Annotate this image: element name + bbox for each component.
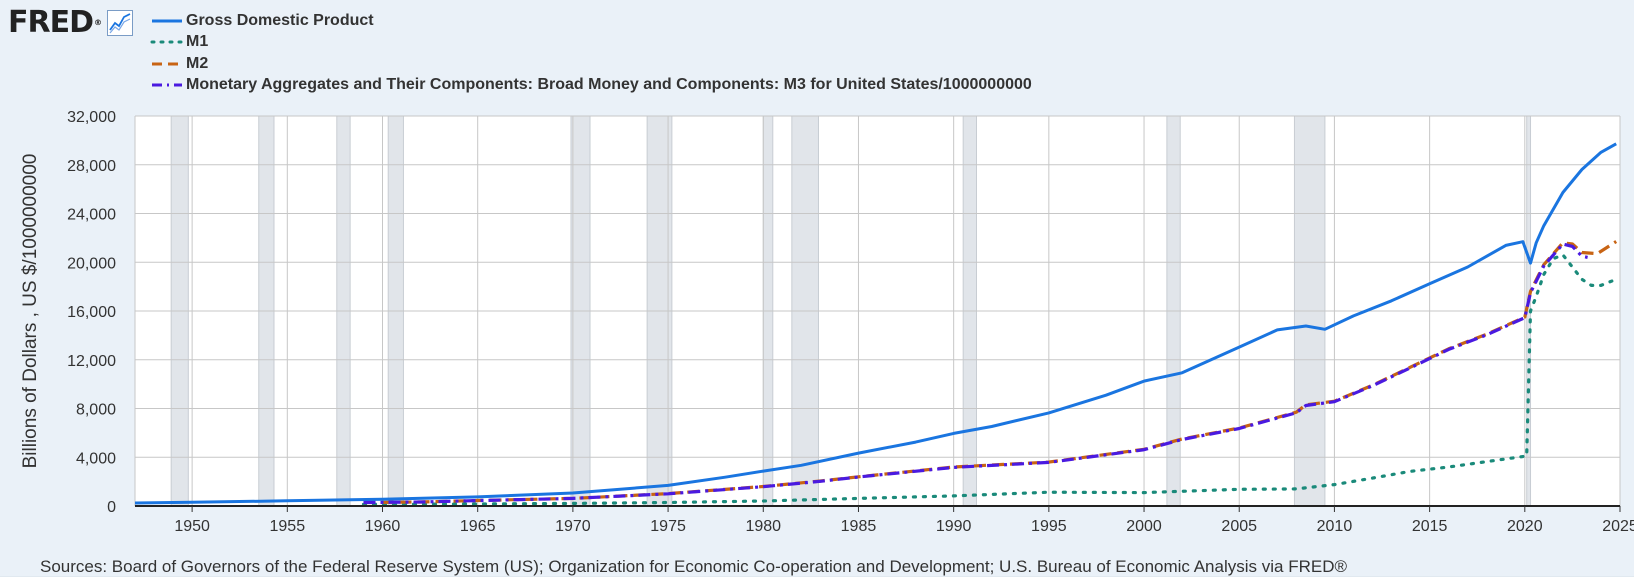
chart-legend: Gross Domestic Product M1 M2 Monetary Ag… — [150, 10, 1032, 96]
series-line-1[interactable] — [361, 253, 1618, 506]
legend-label: Gross Domestic Product — [186, 11, 374, 29]
x-tick-label: 1980 — [745, 518, 781, 535]
fred-header: FRED® — [8, 6, 133, 40]
y-tick-labels: 0 4,000 8,000 12,000 16,000 20,000 24,000 28,00… — [67, 109, 116, 516]
series-line-3[interactable] — [363, 242, 1588, 505]
y-tick-label: 28,000 — [67, 158, 116, 175]
x-tick-label: 2005 — [1221, 518, 1257, 535]
fred-logo[interactable]: FRED® — [8, 5, 102, 40]
y-tick-label: 8,000 — [76, 402, 116, 419]
x-tick-label: 1990 — [936, 518, 972, 535]
x-tick-label: 1960 — [365, 518, 401, 535]
y-tick-label: 4,000 — [76, 450, 116, 467]
legend-swatch-dashed — [152, 62, 182, 66]
logo-registered-mark: ® — [94, 18, 102, 27]
x-tick-label: 1955 — [270, 518, 306, 535]
x-tick-labels: 1950 1955 1960 1965 1970 1975 1980 1985 1990 1995… — [174, 506, 1634, 535]
legend-swatch-dashdot — [152, 83, 182, 87]
x-tick-label: 1970 — [555, 518, 591, 535]
chart-line-icon[interactable] — [107, 10, 133, 36]
x-tick-label: 1950 — [174, 518, 210, 535]
x-tick-label: 1985 — [841, 518, 877, 535]
y-axis-label: Billions of Dollars , US $/1000000000 — [20, 154, 41, 469]
logo-text: FRED — [8, 5, 94, 40]
y-tick-label: 12,000 — [67, 353, 116, 370]
legend-swatch-solid — [152, 19, 182, 23]
x-tick-label: 1965 — [460, 518, 496, 535]
legend-label: M2 — [186, 54, 209, 72]
x-tick-label: 2015 — [1412, 518, 1448, 535]
legend-item-m1[interactable]: M1 — [150, 32, 1032, 54]
y-tick-label: 0 — [107, 499, 116, 516]
x-tick-label: 2010 — [1317, 518, 1353, 535]
x-tick-label: 1975 — [650, 518, 686, 535]
x-tick-label: 1995 — [1031, 518, 1067, 535]
x-tick-label: 2000 — [1126, 518, 1162, 535]
legend-label: M1 — [186, 33, 209, 51]
series-lines — [134, 142, 1618, 506]
source-note: Sources: Board of Governors of the Feder… — [40, 557, 1347, 576]
y-tick-label: 20,000 — [67, 255, 116, 272]
legend-label: Monetary Aggregates and Their Components… — [186, 76, 1032, 94]
series-line-0[interactable] — [134, 142, 1617, 505]
y-tick-label: 24,000 — [67, 207, 116, 224]
legend-item-m2[interactable]: M2 — [150, 53, 1032, 75]
x-tick-label: 2025 — [1602, 518, 1634, 535]
y-tick-label: 16,000 — [67, 304, 116, 321]
x-tick-label: 2020 — [1507, 518, 1543, 535]
y-tick-label: 32,000 — [67, 109, 116, 126]
legend-item-gdp[interactable]: Gross Domestic Product — [150, 10, 1032, 32]
legend-item-m3[interactable]: Monetary Aggregates and Their Components… — [150, 75, 1032, 97]
